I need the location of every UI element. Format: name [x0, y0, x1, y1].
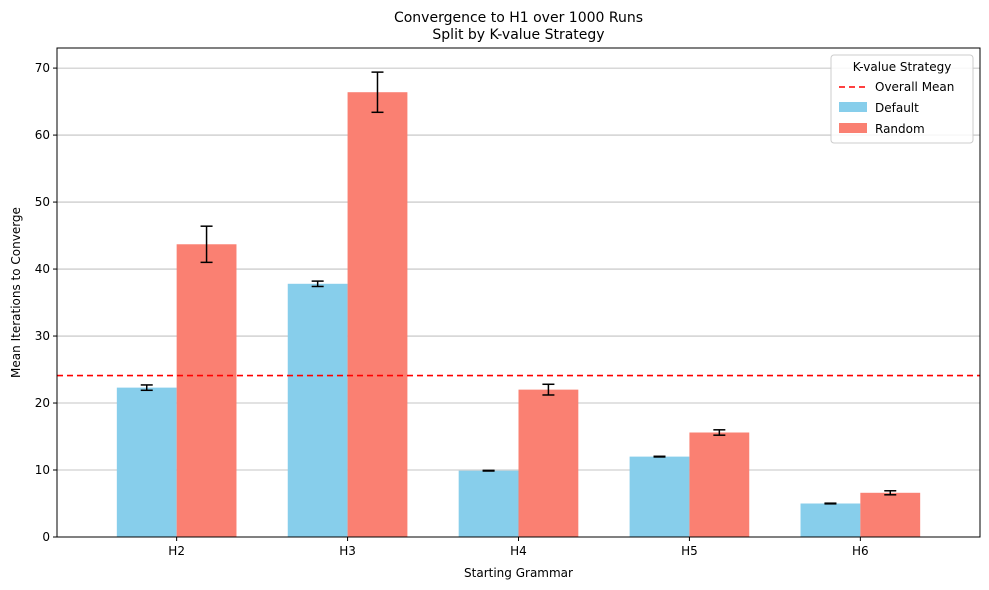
error-bar-random-h4: [542, 383, 555, 396]
y-tick-label: 60: [35, 128, 50, 142]
error-bar-random-h6: [884, 490, 897, 496]
y-tick-label: 20: [35, 396, 50, 410]
x-tick-label-h6: H6: [852, 544, 869, 558]
error-bar-default-h5: [653, 455, 666, 458]
x-axis-ticks: H2 H3 H4 H5 H6: [168, 537, 869, 558]
chart-subtitle: Split by K-value Strategy: [432, 27, 604, 43]
bar-random-h5: [689, 432, 750, 537]
error-bar-random-h5: [713, 429, 726, 436]
legend-swatch-random: [839, 123, 867, 133]
x-tick-label-h5: H5: [681, 544, 698, 558]
error-bar-default-h2: [140, 384, 153, 392]
error-bars: [140, 71, 897, 505]
bar-random-h6: [860, 492, 921, 537]
legend: K-value Strategy Overall Mean Default Ra…: [830, 54, 974, 144]
error-bar-random-h2: [200, 225, 213, 264]
bar-default-h2: [116, 387, 177, 537]
bar-random-h2: [176, 244, 237, 537]
y-tick-label: 50: [35, 195, 50, 209]
y-tick-label: 30: [35, 329, 50, 343]
bar-default-h5: [629, 456, 690, 537]
y-tick-label: 40: [35, 262, 50, 276]
x-tick-label-h3: H3: [339, 544, 356, 558]
bar-random-h3: [347, 92, 408, 537]
error-bar-random-h3: [371, 71, 384, 114]
bar-default-h4: [458, 470, 519, 537]
legend-label-default: Default: [875, 101, 919, 115]
error-bar-default-h6: [824, 502, 837, 505]
bar-random-h4: [518, 389, 579, 537]
y-tick-label: 0: [42, 530, 50, 544]
x-axis-label: Starting Grammar: [464, 566, 573, 580]
legend-box: [830, 54, 974, 144]
legend-title: K-value Strategy: [853, 60, 952, 74]
x-tick-label-h2: H2: [168, 544, 185, 558]
bars: [116, 92, 921, 537]
bar-default-h3: [287, 283, 348, 537]
error-bar-default-h3: [311, 280, 324, 288]
y-tick-label: 70: [35, 61, 50, 75]
bar-default-h6: [800, 503, 861, 537]
legend-label-overall-mean: Overall Mean: [875, 80, 954, 94]
y-tick-label: 10: [35, 463, 50, 477]
y-axis-ticks: 0 10 20 30 40 50 60 70: [35, 61, 57, 544]
y-axis-label: Mean Iterations to Converge: [9, 207, 23, 378]
chart-title: Convergence to H1 over 1000 Runs: [394, 10, 643, 26]
legend-swatch-default: [839, 102, 867, 112]
legend-label-random: Random: [875, 122, 925, 136]
x-tick-label-h4: H4: [510, 544, 527, 558]
error-bar-default-h4: [482, 469, 495, 472]
